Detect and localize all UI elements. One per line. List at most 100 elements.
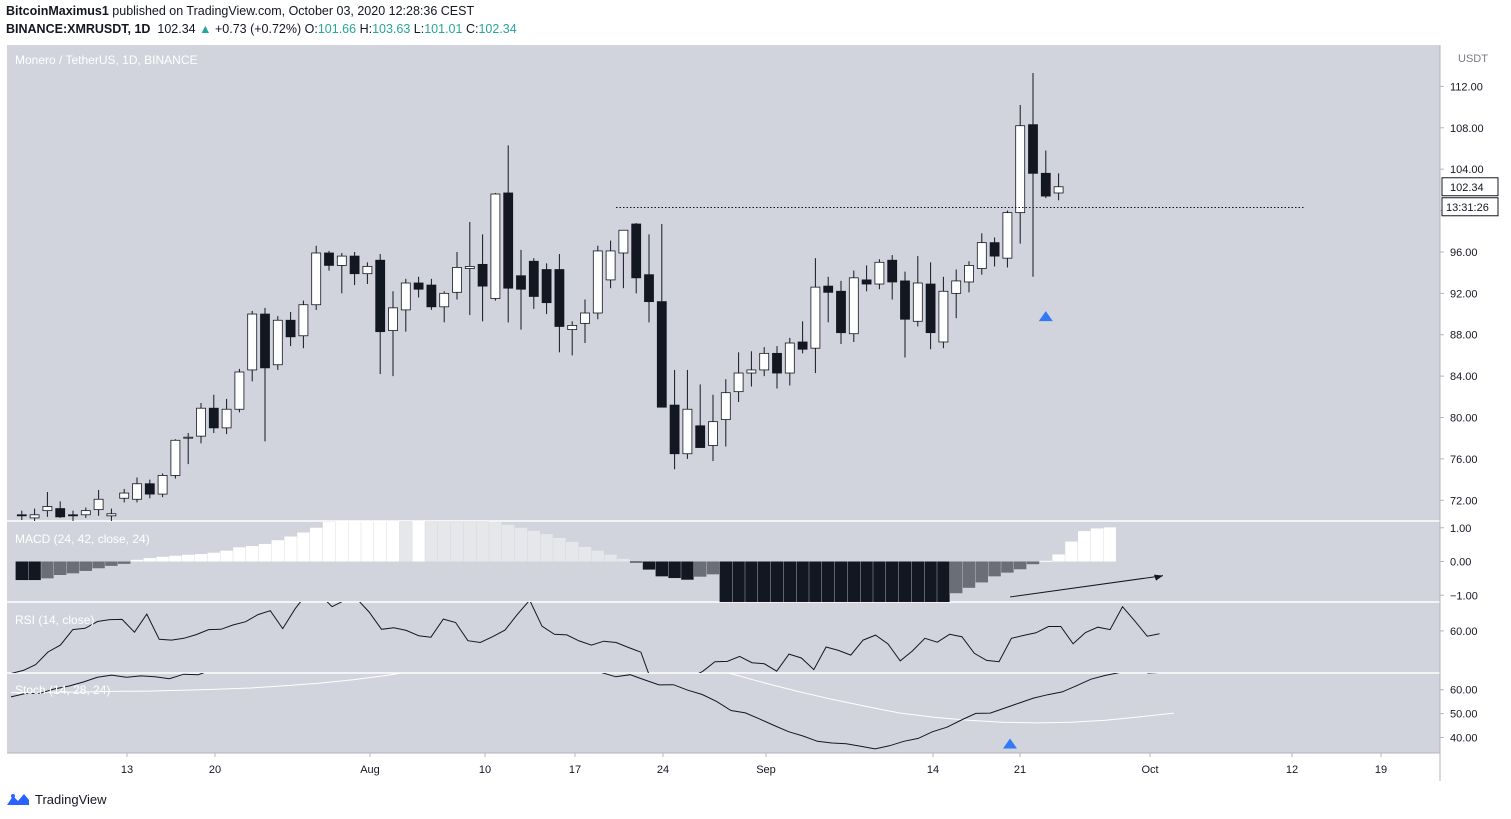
macd-bar: [540, 534, 553, 562]
candle-body: [298, 304, 309, 337]
y-tick-label: 92.00: [1450, 288, 1478, 300]
tradingview-logo[interactable]: TradingView: [6, 792, 107, 807]
macd-bar: [553, 537, 566, 562]
candle-body: [1053, 186, 1064, 194]
macd-bar: [438, 521, 451, 562]
x-tick-label: 24: [657, 764, 669, 776]
macd-bar: [886, 561, 899, 602]
macd-bar: [92, 561, 105, 569]
y-tick-label: 108.00: [1450, 123, 1484, 135]
close-label: C:: [465, 22, 479, 36]
macd-bar: [796, 561, 809, 602]
macd-bar: [322, 522, 336, 562]
publish-info: published on TradingView.com, October 03…: [112, 4, 475, 18]
macd-bar: [386, 521, 400, 562]
macd-bar: [1090, 528, 1104, 562]
x-tick-label: 10: [479, 764, 491, 776]
y-tick-label: 0.00: [1450, 557, 1471, 569]
macd-bar: [834, 561, 848, 602]
y-tick-label: −1.00: [1450, 590, 1478, 602]
candle-body: [772, 352, 782, 374]
candle-body: [874, 261, 885, 285]
candle-body: [490, 193, 501, 299]
signal-triangle-icon: [1038, 311, 1053, 322]
macd-bar: [655, 561, 668, 577]
tradingview-icon: [7, 794, 29, 805]
macd-bar: [770, 561, 784, 602]
candle-body: [426, 284, 437, 308]
y-tick-label: 60.00: [1450, 626, 1478, 638]
countdown-label: 13:31:26: [1446, 202, 1489, 214]
x-tick-label: 19: [1375, 764, 1387, 776]
macd-bar: [41, 561, 54, 579]
macd-bar: [809, 561, 822, 602]
macd-bar: [15, 561, 28, 581]
candle-body: [797, 341, 808, 350]
macd-bar: [950, 561, 963, 594]
candle-body: [183, 436, 194, 439]
last-price-box: [1441, 177, 1499, 197]
candle-body: [823, 285, 834, 293]
y-tick-label: 60.00: [1450, 685, 1478, 697]
macd-bar: [860, 561, 873, 602]
low-label: L:: [413, 22, 425, 36]
macd-bar: [604, 554, 617, 562]
candle-body: [784, 342, 795, 374]
candle-body: [388, 307, 398, 331]
macd-bar: [310, 527, 323, 562]
candle-body: [80, 510, 91, 516]
y-tick-label: 1.00: [1450, 523, 1471, 535]
y-tick-label: 72.00: [1450, 495, 1478, 507]
candle-body: [567, 325, 578, 330]
macd-bar: [182, 554, 195, 562]
high-label: H:: [359, 22, 373, 36]
macd-bar: [412, 521, 425, 562]
candle-body: [311, 252, 322, 306]
divergence-arrow: [1009, 575, 1164, 598]
macd-bar: [399, 521, 412, 562]
candle-body: [669, 404, 680, 455]
macd-bar: [668, 561, 681, 579]
candle-body: [452, 267, 462, 293]
time-axis-background: [7, 753, 1440, 781]
macd-bar: [1026, 561, 1040, 565]
macd-bar: [463, 521, 476, 562]
macd-bar: [258, 543, 272, 562]
candle-body: [260, 313, 270, 369]
candle-body: [324, 252, 334, 266]
candle-body: [170, 439, 181, 476]
macd-bar: [898, 561, 912, 602]
macd-bar: [745, 561, 758, 602]
macd-bar: [489, 522, 502, 562]
macd-bar: [578, 546, 592, 562]
candle-body: [580, 312, 590, 324]
candle-body: [976, 242, 987, 269]
x-tick-label: Aug: [360, 764, 380, 776]
candle-body: [1028, 124, 1038, 174]
macd-title: MACD (24, 42, close, 24): [15, 532, 150, 546]
x-tick-label: 14: [927, 764, 939, 776]
y-unit-label: USDT: [1458, 53, 1488, 65]
candle-body: [618, 229, 629, 254]
macd-bar: [732, 561, 745, 602]
y-tick-label: 80.00: [1450, 413, 1478, 425]
x-tick-label: 12: [1286, 764, 1298, 776]
candle-body: [464, 266, 475, 269]
macd-bar: [681, 561, 694, 580]
candle-body: [733, 372, 744, 393]
y-tick-label: 76.00: [1450, 454, 1478, 466]
macd-bar: [169, 555, 182, 562]
candle-body: [362, 266, 373, 275]
macd-bar: [143, 558, 156, 562]
candle-body: [375, 259, 386, 333]
y-tick-label: 104.00: [1450, 164, 1484, 176]
macd-bar: [527, 530, 540, 562]
candle-body: [848, 277, 859, 335]
candle-body: [810, 286, 821, 349]
candle-body: [605, 250, 616, 281]
price-pane-title: Monero / TetherUS, 1D, BINANCE: [15, 53, 198, 67]
x-tick-label: 20: [209, 764, 221, 776]
author-name[interactable]: BitcoinMaximus1: [6, 4, 109, 18]
candle-body: [336, 255, 347, 266]
